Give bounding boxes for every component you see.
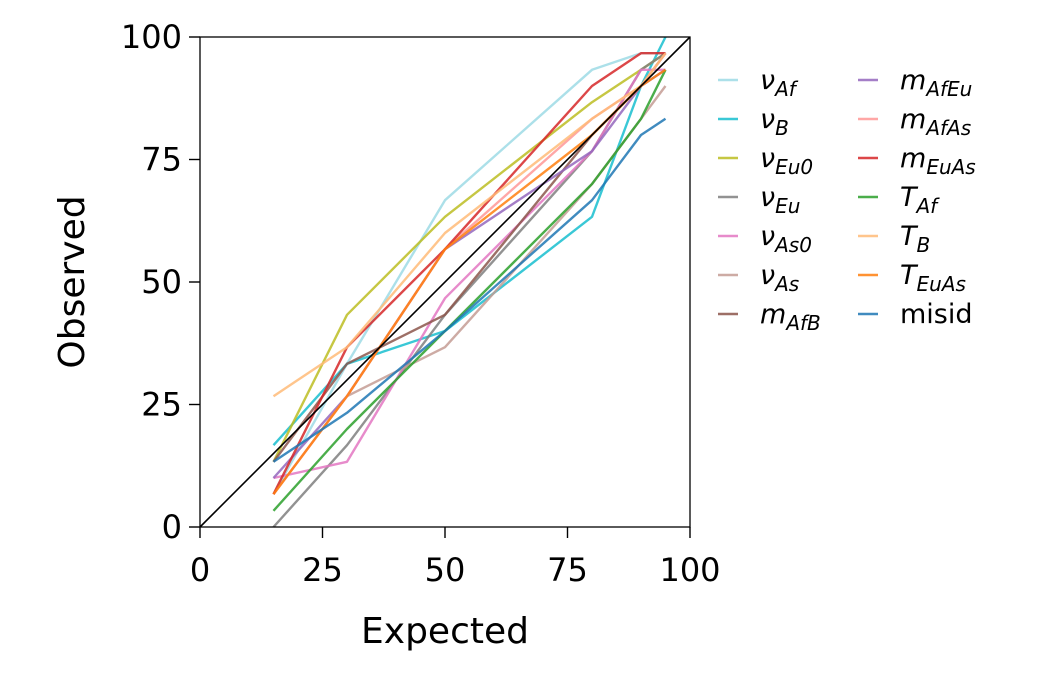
legend-label-13: misid — [900, 299, 973, 330]
x-axis-ticks: 0 25 50 75 100 — [190, 527, 721, 589]
legend-label-0: νAf — [760, 65, 799, 101]
x-tick-label: 50 — [425, 551, 466, 589]
series-layer — [272, 36, 667, 528]
legend-label-2: νEu0 — [760, 143, 813, 179]
series-line-9 — [272, 52, 666, 495]
series-line-13 — [272, 117, 667, 463]
series-line-11 — [272, 52, 667, 398]
legend-label-11: TB — [900, 221, 930, 257]
legend-label-3: νEu — [760, 182, 800, 218]
y-axis-ticks: 0 25 50 75 100 — [121, 18, 200, 546]
x-tick-label: 0 — [190, 551, 210, 589]
y-tick-label: 50 — [141, 263, 182, 301]
legend-label-12: TEuAs — [900, 260, 966, 296]
legend-label-10: TAf — [900, 182, 940, 218]
series-line-5 — [272, 85, 667, 495]
reference-line — [199, 36, 691, 528]
x-axis-label: Expected — [361, 611, 529, 652]
y-tick-label: 100 — [121, 18, 182, 56]
legend-label-9: mEuAs — [900, 143, 976, 179]
legend-label-4: νAs0 — [760, 221, 812, 257]
y-tick-label: 75 — [141, 141, 182, 179]
legend-label-7: mAfEu — [900, 65, 972, 101]
series-line-10 — [272, 69, 667, 512]
series-line-1 — [272, 36, 667, 447]
reference-line-layer — [199, 36, 691, 528]
x-tick-label: 100 — [659, 551, 720, 589]
series-line-12 — [272, 68, 667, 495]
x-tick-label: 75 — [547, 551, 588, 589]
legend-label-8: mAfAs — [900, 104, 971, 140]
y-axis-label: Observed — [52, 195, 93, 368]
series-line-3 — [272, 52, 667, 528]
x-tick-label: 25 — [302, 551, 343, 589]
y-tick-label: 0 — [162, 508, 182, 546]
legend-label-5: νAs — [760, 260, 799, 296]
legend-label-6: mAfB — [760, 299, 821, 335]
y-tick-label: 25 — [141, 386, 182, 424]
legend-label-1: νB — [760, 104, 789, 140]
